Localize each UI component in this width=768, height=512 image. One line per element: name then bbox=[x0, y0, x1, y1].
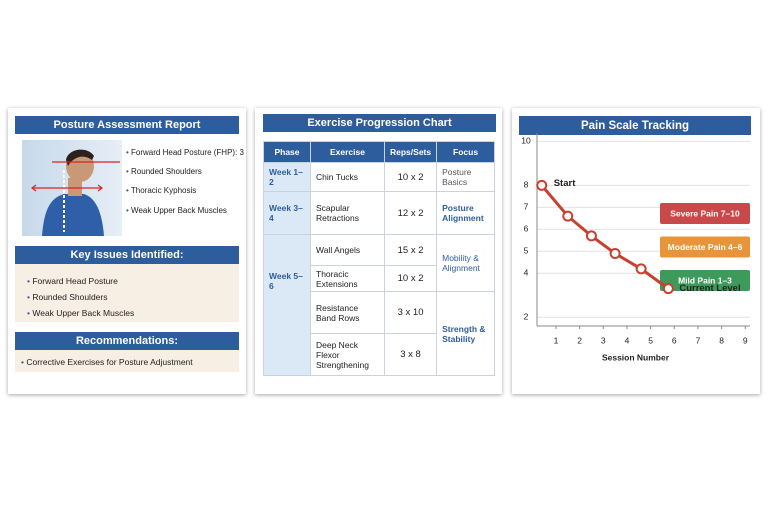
chart-title: Pain Scale Tracking bbox=[581, 120, 689, 132]
x-tick-label: 1 bbox=[554, 335, 559, 345]
start-label: Start bbox=[554, 178, 576, 189]
header-cell: Focus bbox=[436, 141, 495, 163]
reps: 15 x 2 bbox=[383, 234, 438, 266]
row: Resistance Band Rows 3 x 10 Strength & S… bbox=[264, 291, 495, 376]
pain-point bbox=[585, 230, 597, 242]
legend-box bbox=[660, 270, 750, 291]
posture-photo bbox=[22, 140, 122, 236]
exercise: Deep Neck Flexor Strengthening bbox=[310, 333, 385, 376]
x-tick-label: 9 bbox=[743, 335, 748, 345]
finding: Forward Head Posture (FHP): 3 cm bbox=[126, 148, 246, 157]
y-tick-label: 5 bbox=[524, 246, 529, 256]
key-issue: Weak Upper Back Muscles bbox=[27, 308, 239, 318]
x-tick-label: 7 bbox=[696, 335, 701, 345]
legend-label: Severe Pain 7–10 bbox=[670, 208, 740, 218]
y-tick-label: 6 bbox=[524, 224, 529, 234]
row: Thoracic Extensions 10 x 2 bbox=[264, 265, 495, 292]
focus: Posture Alignment bbox=[436, 191, 495, 235]
pain-point bbox=[609, 247, 621, 259]
legend-label: Moderate Pain 4–6 bbox=[668, 242, 743, 252]
exercise: Chin Tucks bbox=[310, 162, 385, 192]
x-tick-label: 3 bbox=[601, 335, 606, 345]
legend-box bbox=[660, 203, 750, 224]
y-tick-label: 4 bbox=[524, 268, 529, 278]
pain-line bbox=[540, 184, 670, 290]
header-cell: Reps/Sets bbox=[383, 141, 438, 163]
chart-panel: Pain Scale Tracking 10 8 7 6 5 4 2 1 2 3 4 5 6 7 8 9 Ses… bbox=[512, 108, 760, 394]
chart-title-bar bbox=[519, 116, 751, 135]
focus: Posture Basics bbox=[436, 162, 495, 192]
row: Week 3–4 Scapular Retractions 12 x 2 Pos… bbox=[263, 191, 495, 235]
y-tick-label: 2 bbox=[524, 311, 529, 321]
x-tick-label: 5 bbox=[648, 335, 653, 345]
reps: 10 x 2 bbox=[383, 265, 438, 292]
focus: Mobility & Alignment bbox=[436, 234, 495, 292]
y-tick-label: 8 bbox=[524, 180, 529, 190]
finding: Rounded Shoulders bbox=[126, 167, 202, 176]
reps: 12 x 2 bbox=[383, 191, 438, 235]
key-issues-title: Key Issues Identified: bbox=[15, 246, 239, 264]
exercise: Wall Angels bbox=[310, 234, 385, 266]
row: Week 1–2 Chin Tucks 10 x 2 Posture Basic… bbox=[263, 162, 495, 192]
x-axis-label: Session Number bbox=[602, 352, 670, 362]
recommendations-title: Recommendations: bbox=[15, 332, 239, 350]
key-issue: Rounded Shoulders bbox=[27, 292, 239, 302]
pain-point bbox=[536, 179, 548, 191]
exercise: Thoracic Extensions bbox=[310, 265, 385, 292]
chart: Pain Scale Tracking 10 8 7 6 5 4 2 1 2 3 4 5 6 7 8 9 Ses… bbox=[519, 116, 751, 362]
x-tick-label: 6 bbox=[672, 335, 677, 345]
finding: Weak Upper Back Muscles bbox=[126, 206, 227, 215]
pain-point bbox=[562, 210, 574, 222]
end-label: Current Level bbox=[679, 283, 740, 294]
phase: Week 5–6 bbox=[263, 234, 311, 376]
x-tick-label: 2 bbox=[577, 335, 582, 345]
table-title: Exercise Progression Chart bbox=[263, 114, 496, 132]
pain-point bbox=[662, 283, 674, 295]
key-issue: Forward Head Posture bbox=[27, 276, 239, 286]
report-title: Posture Assessment Report bbox=[15, 116, 239, 134]
header-cell: Exercise bbox=[310, 141, 385, 163]
phase: Week 1–2 bbox=[263, 162, 311, 192]
phase: Week 3–4 bbox=[263, 191, 311, 235]
reps: 3 x 8 bbox=[383, 333, 438, 376]
row: Deep Neck Flexor Strengthening 3 x 8 bbox=[264, 333, 495, 376]
exercise: Resistance Band Rows bbox=[310, 291, 385, 334]
exercise-table: Phase Exercise Reps/Sets Focus Week 1–2 … bbox=[263, 141, 495, 376]
legend-box bbox=[660, 236, 750, 258]
key-issues-box: Forward Head Posture Rounded Shoulders W… bbox=[15, 264, 239, 322]
recommendations-box: Corrective Exercises for Posture Adjustm… bbox=[15, 350, 239, 372]
y-tick-label: 7 bbox=[524, 202, 529, 212]
row: Week 5–6 Wall Angels 15 x 2 Mobility & A… bbox=[263, 234, 495, 376]
finding: Thoracic Kyphosis bbox=[126, 186, 196, 195]
header-cell: Phase bbox=[263, 141, 311, 163]
y-tick-label: 10 bbox=[521, 136, 531, 146]
legend-label: Mild Pain 1–3 bbox=[678, 275, 732, 285]
report-panel: Posture Assessment Report Forward Head P… bbox=[8, 108, 246, 394]
reps: 3 x 10 bbox=[383, 291, 438, 334]
pain-point bbox=[635, 263, 647, 275]
focus: Strength & Stability bbox=[436, 291, 495, 376]
exercise: Scapular Retractions bbox=[310, 191, 385, 235]
table-panel: Exercise Progression Chart Phase Exercis… bbox=[255, 108, 502, 394]
header-row: Phase Exercise Reps/Sets Focus bbox=[263, 141, 495, 163]
x-tick-label: 4 bbox=[625, 335, 630, 345]
recommendation: Corrective Exercises for Posture Adjustm… bbox=[21, 357, 239, 367]
x-tick-label: 8 bbox=[719, 335, 724, 345]
reps: 10 x 2 bbox=[383, 162, 438, 192]
